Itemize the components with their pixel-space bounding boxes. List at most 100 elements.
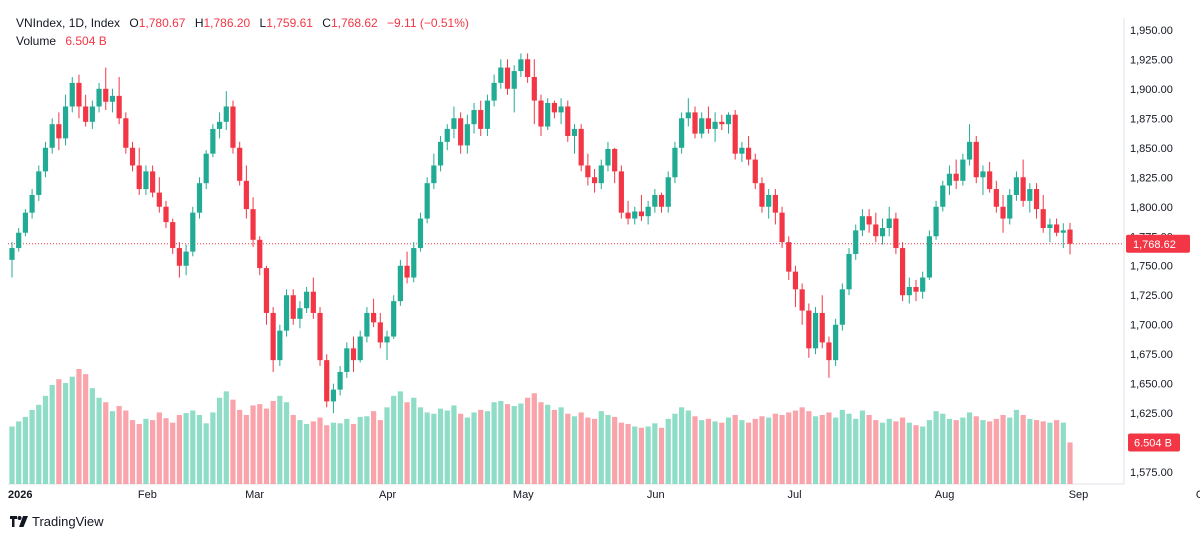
volume-bar [22, 416, 28, 484]
candle-body [772, 194, 778, 213]
time-tick-label: Aug [935, 489, 955, 501]
volume-bar [886, 418, 892, 484]
candle-body [759, 183, 765, 207]
candle-body [786, 242, 792, 272]
volume-bar [987, 421, 993, 484]
candle-body [223, 106, 229, 122]
candle-body [404, 265, 410, 278]
volume-bar [62, 383, 69, 484]
candle-body [1027, 189, 1033, 201]
candle-body [397, 265, 403, 302]
candle-body [337, 371, 343, 390]
volume-bar [1054, 420, 1060, 484]
volume-bar [116, 406, 122, 484]
price-tick-label: 1,575.00 [1130, 467, 1173, 479]
candle-body [551, 102, 557, 113]
last-price-badge [1126, 234, 1190, 253]
candle-body [752, 159, 758, 184]
candle-body [846, 253, 852, 290]
volume-bar [612, 416, 618, 484]
volume-bar [940, 413, 946, 484]
candle-body [719, 121, 725, 125]
volume-bar [1033, 420, 1040, 484]
candle-body [732, 114, 738, 154]
candle-body [806, 310, 812, 349]
candle-body [839, 289, 845, 325]
time-tick-label: Sep [1069, 489, 1089, 501]
candle-body [237, 147, 243, 181]
time-tick-label: May [513, 489, 534, 501]
volume-bar [685, 410, 691, 484]
candle-body [344, 348, 350, 372]
candle-body [56, 124, 62, 139]
volume-bar [471, 412, 477, 484]
candle-body [518, 59, 524, 72]
volume-bar [833, 417, 839, 484]
volume-bar [250, 405, 256, 484]
volume-bar [370, 411, 377, 484]
candle-body [873, 224, 879, 237]
legend-high-value: 1,786.20 [203, 16, 251, 30]
volume-bar [725, 417, 732, 484]
candle-body [29, 194, 35, 213]
volume-bar [879, 422, 886, 484]
legend-volume-row: Volume 6.504 B [16, 32, 469, 50]
candle-body [712, 121, 718, 129]
candle-body [297, 308, 303, 319]
volume-bar [431, 413, 437, 484]
candle-body [866, 216, 872, 225]
volume-bar [170, 422, 176, 484]
volume-bar [304, 423, 310, 484]
volume-bar [9, 426, 15, 484]
candle-body [558, 106, 564, 113]
candle-body [980, 171, 986, 178]
volume-bar [337, 423, 343, 484]
volume-bar [819, 415, 825, 484]
volume-bar [571, 416, 578, 484]
candle-body [437, 141, 444, 166]
volume-bar [712, 421, 718, 484]
candle-body [585, 165, 591, 178]
candle-body [216, 121, 223, 129]
candle-body [163, 206, 169, 223]
candle-body [1040, 209, 1046, 228]
candle-body [377, 322, 383, 343]
volume-bar [464, 417, 470, 484]
volume-bar [49, 384, 55, 484]
tradingview-brand[interactable]: TradingView [10, 514, 104, 529]
candle-body [618, 171, 624, 213]
candle-body [370, 312, 377, 323]
volume-bar [745, 422, 752, 484]
volume-bar [484, 411, 491, 484]
volume-bar [129, 420, 136, 484]
candle-body [1020, 177, 1026, 201]
candle-body [1067, 229, 1073, 244]
volume-bar [578, 412, 584, 484]
candle-body [665, 177, 671, 207]
volume-bar [437, 408, 444, 484]
volume-bar [853, 418, 859, 484]
candle-body [591, 177, 598, 184]
candle-body [658, 194, 665, 207]
volume-bar [645, 426, 651, 484]
candle-body [946, 173, 953, 186]
volume-bar [210, 412, 216, 484]
candle-body [766, 194, 772, 207]
candle-body [283, 295, 290, 331]
candle-body [431, 165, 437, 184]
volume-bar [973, 416, 979, 484]
volume-bar [350, 423, 357, 484]
candle-body [270, 312, 276, 361]
time-tick-label: Mar [245, 489, 264, 501]
volume-bar [806, 411, 812, 484]
volume-bar [839, 409, 845, 484]
volume-bar [906, 422, 912, 484]
price-tick-label: 1,700.00 [1130, 320, 1173, 332]
volume-bar [277, 395, 283, 484]
candle-body [920, 277, 926, 292]
volume-bar [29, 409, 35, 484]
candle-body [833, 324, 839, 361]
candle-body [391, 301, 397, 337]
